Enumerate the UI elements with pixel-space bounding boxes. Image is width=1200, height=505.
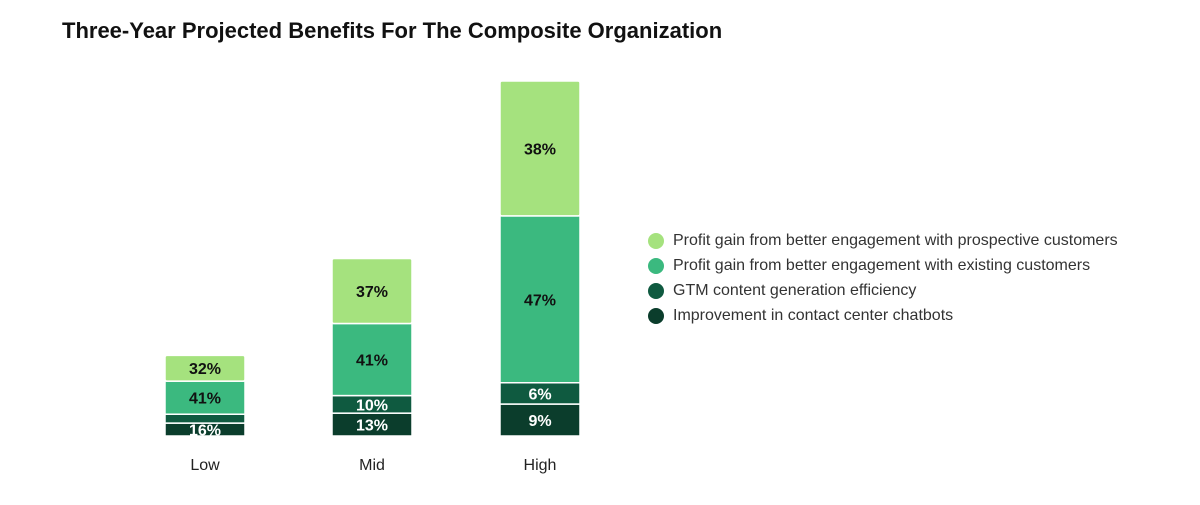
data-label-mid-1: 10%: [356, 397, 388, 414]
bar-segment-high-3: [499, 80, 581, 217]
bar-segment-low-3: [164, 354, 246, 382]
data-label-high-1: 6%: [528, 386, 551, 403]
legend-swatch-1: [648, 257, 664, 274]
legend-label-1: Profit gain from better engagement with …: [673, 256, 1091, 274]
chart-legend: Profit gain from better engagement with …: [648, 228, 1118, 328]
legend-label-2: GTM content generation efficiency: [673, 281, 917, 299]
legend-item-0: Profit gain from better engagement with …: [648, 228, 1118, 253]
legend-item-1: Profit gain from better engagement with …: [648, 253, 1118, 278]
bar-segment-mid-3: [331, 257, 413, 325]
category-label-low: Low: [190, 457, 220, 474]
legend-label-3: Improvement in contact center chatbots: [673, 306, 954, 324]
data-label-low-0: 16%: [189, 423, 221, 440]
chart-title: Three-Year Projected Benefits For The Co…: [62, 18, 723, 43]
legend-item-2: GTM content generation efficiency: [648, 278, 1118, 303]
data-label-mid-2: 41%: [356, 353, 388, 370]
data-label-high-3: 38%: [524, 141, 556, 158]
data-label-mid-0: 13%: [356, 418, 388, 435]
legend-swatch-2: [648, 282, 664, 299]
legend-item-3: Improvement in contact center chatbots: [648, 303, 1118, 328]
stacked-bar-chart: 16% 41% 32% Low 13% 10% 41% 37% Mid 9% 6% 47% 38% Hig…: [164, 80, 581, 474]
category-label-high: High: [524, 457, 557, 474]
data-label-low-3: 32%: [189, 361, 221, 378]
data-label-mid-3: 37%: [356, 284, 388, 301]
legend-label-0: Profit gain from better engagement with …: [673, 231, 1118, 249]
legend-swatch-3: [648, 307, 664, 324]
data-label-high-2: 47%: [524, 292, 556, 309]
data-label-low-2: 41%: [189, 391, 221, 408]
bar-segment-mid-2: [331, 322, 413, 397]
legend-swatch-0: [648, 232, 664, 249]
category-label-mid: Mid: [359, 457, 385, 474]
bar-segment-low-1: [164, 413, 246, 424]
data-label-high-0: 9%: [528, 413, 551, 430]
